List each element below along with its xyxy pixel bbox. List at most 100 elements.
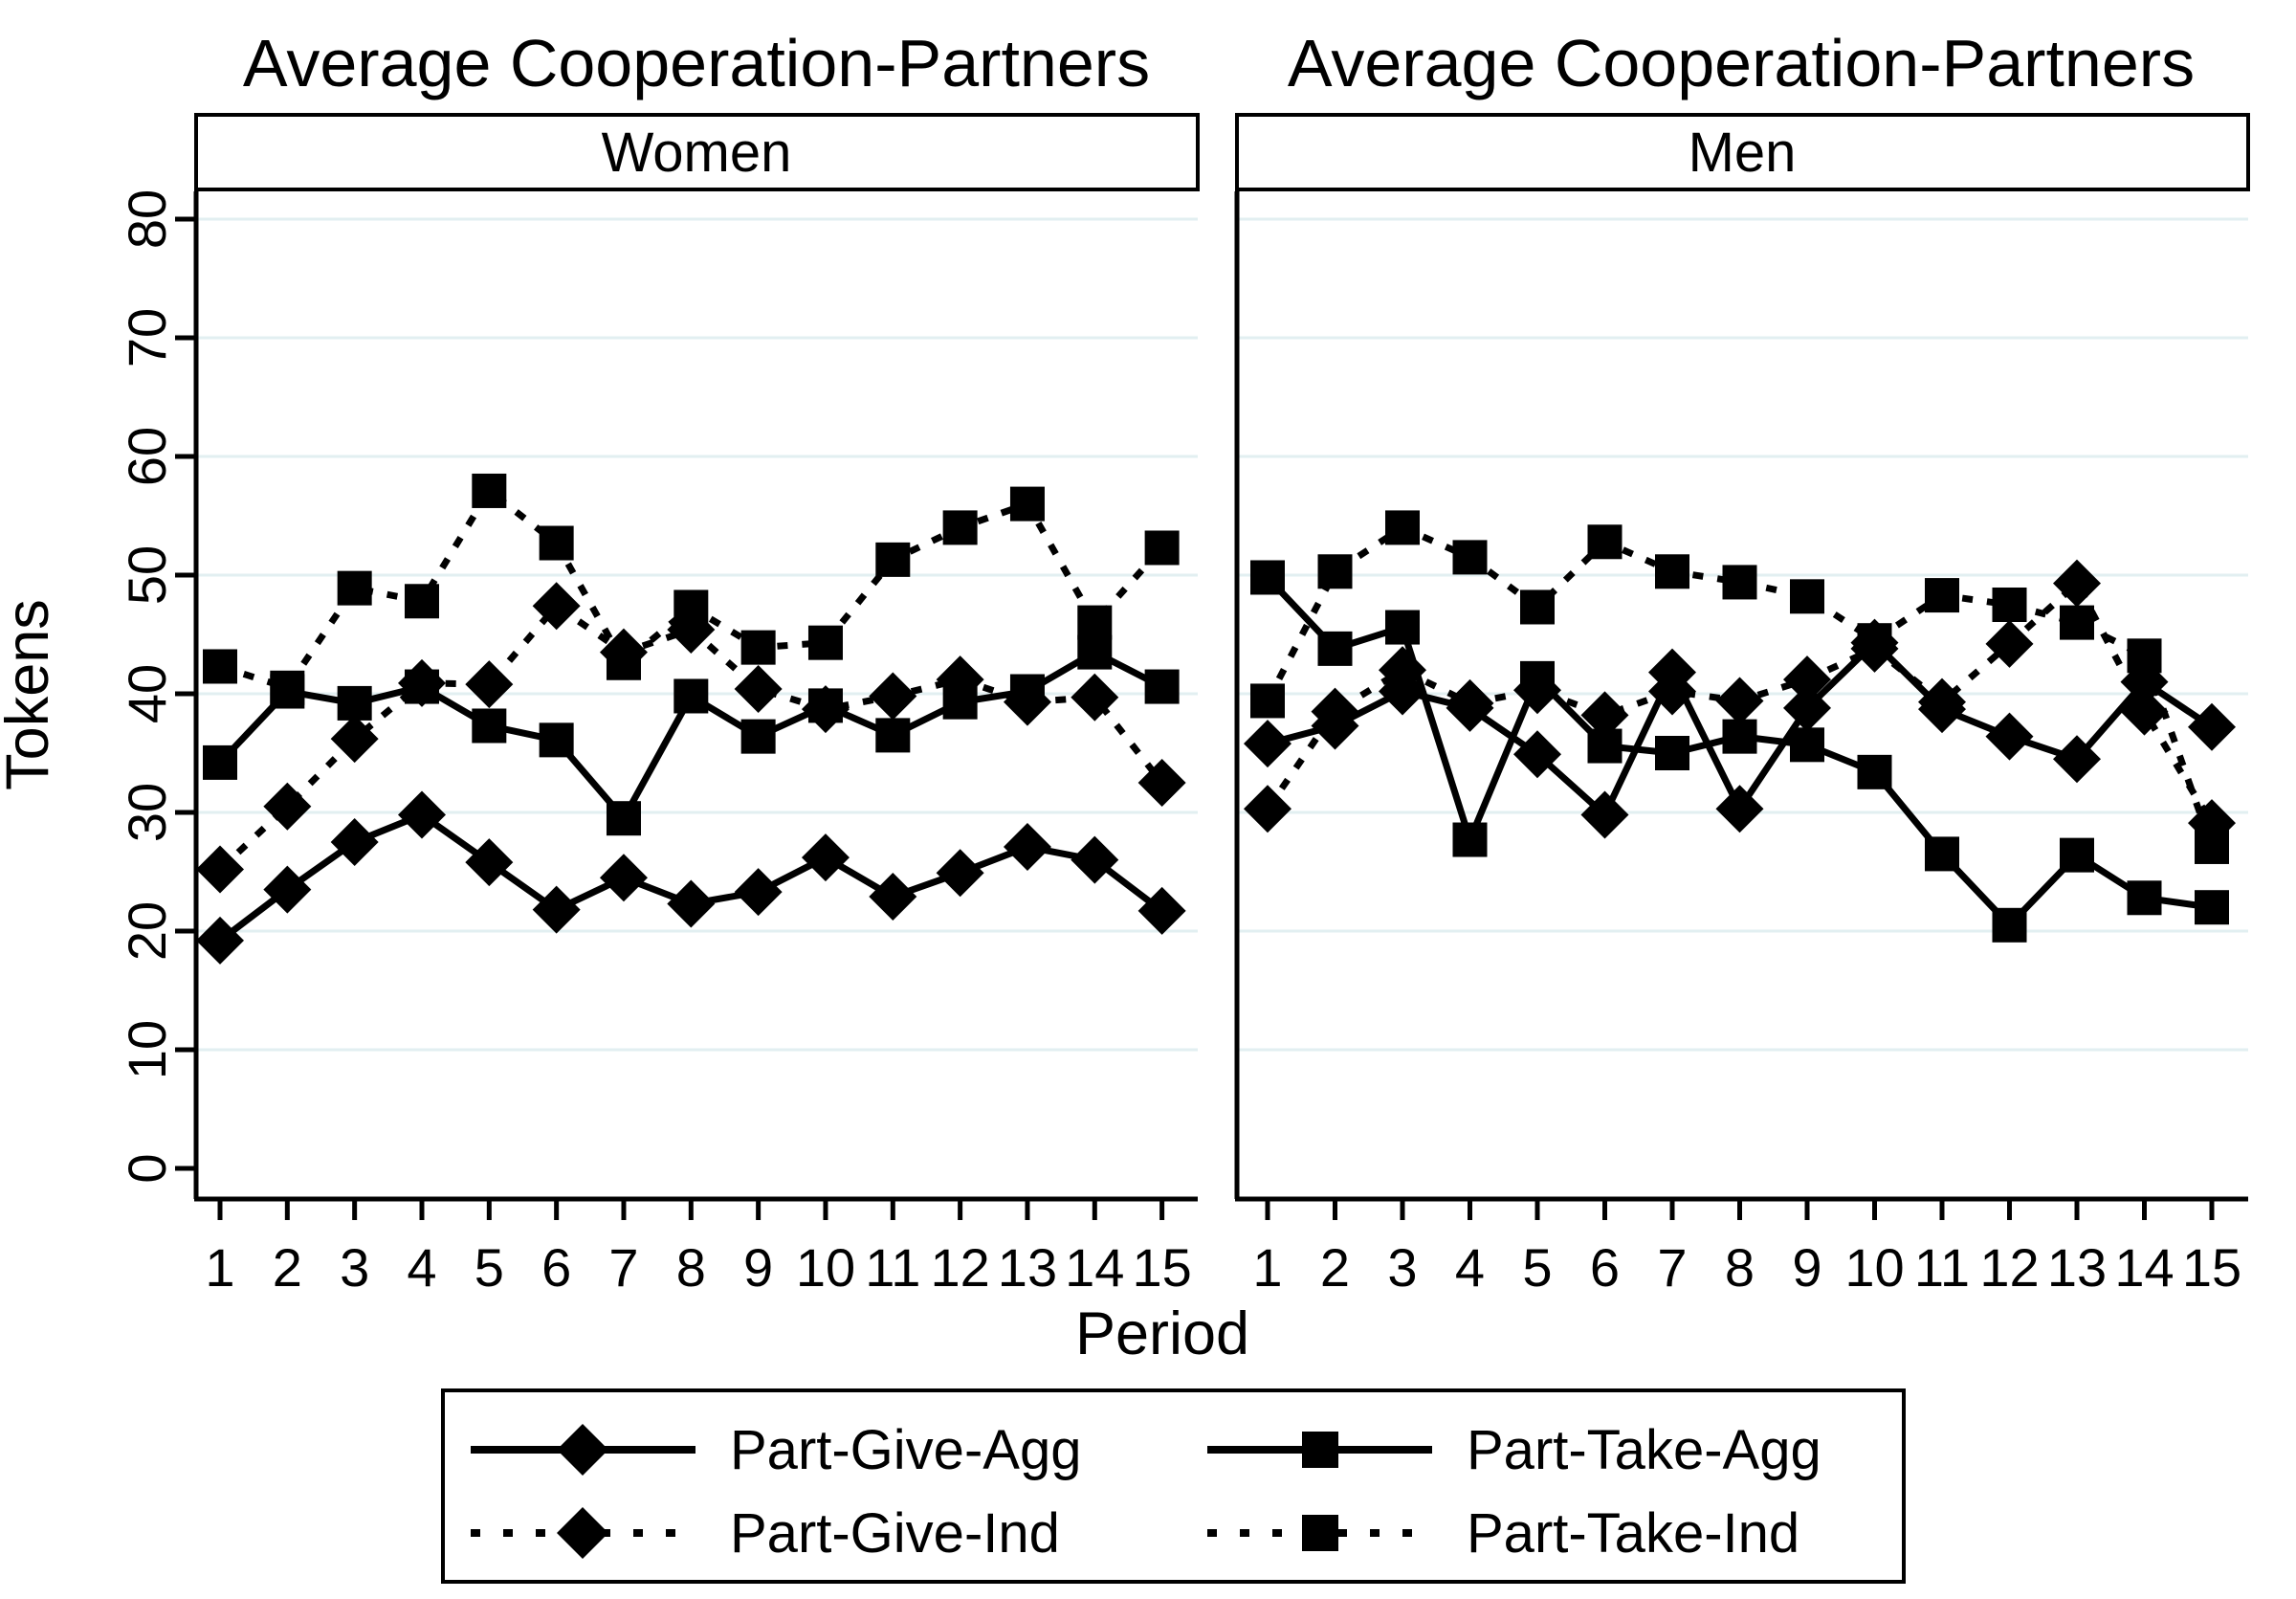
x-tick-label: 1 (205, 1237, 234, 1298)
x-tick-label: 8 (1725, 1237, 1755, 1298)
data-point-diamond (1003, 822, 1051, 871)
data-point-diamond (1003, 677, 1051, 726)
data-point-square (673, 678, 709, 714)
data-point-square (1857, 623, 1892, 658)
data-point-square (1452, 540, 1488, 575)
y-tick-label: 0 (117, 1153, 177, 1183)
right-panel-title: Average Cooperation-Partners (1288, 26, 2195, 100)
x-tick-label: 1 (1252, 1237, 1282, 1298)
data-point-diamond (263, 865, 312, 914)
data-point-square (2127, 880, 2162, 916)
data-point-square (472, 708, 507, 744)
data-point-diamond (1648, 667, 1696, 716)
data-point-diamond (869, 873, 917, 922)
x-tick-label: 13 (2047, 1237, 2107, 1298)
data-point-square (472, 473, 507, 508)
data-point-square (1520, 589, 1555, 625)
data-point-diamond (465, 838, 514, 887)
x-tick-label: 15 (1132, 1237, 1191, 1298)
data-point-square (1992, 588, 2027, 622)
x-tick-label: 6 (1590, 1237, 1620, 1298)
data-point-diamond (1137, 886, 1186, 935)
x-tick-label: 11 (865, 1237, 920, 1298)
data-point-diamond (1446, 678, 1494, 727)
x-tick-label: 12 (1979, 1237, 2039, 1298)
men-header-label: Men (1689, 122, 1797, 184)
data-point-square (875, 718, 911, 753)
data-point-square (673, 589, 709, 625)
x-tick-label: 6 (541, 1237, 571, 1298)
data-point-diamond (1379, 646, 1426, 695)
x-tick-label: 14 (2114, 1237, 2174, 1298)
panel-men: 1 2 3 4 5 6 7 8 9 10 11 12 13 14 15 (1234, 191, 2248, 1298)
series-women-part-give-ind (196, 582, 1186, 894)
data-point-diamond (1783, 683, 1831, 732)
data-point-diamond (869, 672, 917, 721)
data-point-diamond (330, 715, 379, 764)
data-point-diamond (2053, 735, 2101, 784)
data-point-diamond (599, 854, 648, 902)
data-point-square (2195, 829, 2229, 864)
y-tick-label: 20 (117, 901, 177, 961)
data-point-diamond (1513, 730, 1561, 779)
x-tick-label: 9 (1792, 1237, 1821, 1298)
legend-item-part-take-ind: Part-Take-Ind (1207, 1502, 1799, 1565)
legend-item-label: Part-Give-Ind (730, 1502, 1060, 1565)
data-point-square (337, 570, 372, 606)
data-point-square (2127, 638, 2162, 674)
x-tick-label: 10 (796, 1237, 855, 1298)
data-point-square (606, 645, 641, 680)
data-point-square (539, 525, 574, 561)
data-point-diamond (196, 845, 244, 894)
x-axis-title: Period (1075, 1300, 1249, 1367)
men-header-box (1235, 113, 2250, 191)
data-point-diamond (801, 833, 850, 882)
data-point-square (875, 542, 911, 577)
x-tick-label: 13 (998, 1237, 1057, 1298)
data-point-diamond (801, 685, 850, 734)
series-men-part-take-ind (1250, 510, 2229, 864)
x-tick-label: 4 (1455, 1237, 1485, 1298)
data-point-diamond (196, 916, 244, 965)
data-point-square (1385, 510, 1420, 545)
legend-item-part-take-agg: Part-Take-Agg (1207, 1419, 1821, 1481)
data-point-square (2060, 605, 2094, 640)
data-point-diamond (2053, 559, 2101, 608)
y-tick-label: 10 (117, 1020, 177, 1079)
data-point-diamond (532, 582, 581, 631)
data-point-diamond (667, 879, 716, 928)
data-point-diamond (1071, 673, 1119, 722)
data-point-square (1790, 727, 1824, 763)
legend-item-part-give-ind: Part-Give-Ind (471, 1502, 1060, 1565)
data-point-diamond (1580, 790, 1629, 839)
data-point-diamond (936, 655, 984, 704)
y-tick-label: 40 (117, 664, 177, 723)
x-tick-label: 15 (2182, 1237, 2241, 1298)
y-tick-label: 70 (117, 308, 177, 367)
data-point-diamond (2188, 702, 2236, 751)
x-tick-label: 7 (608, 1237, 638, 1298)
x-tick-label: 9 (743, 1237, 773, 1298)
x-tick-label: 4 (407, 1237, 436, 1298)
data-point-square (1144, 530, 1180, 566)
data-point-diamond (1783, 655, 1831, 704)
data-point-diamond (1985, 619, 2034, 668)
data-point-diamond (1244, 785, 1292, 833)
data-point-square (404, 584, 439, 619)
data-point-square (1302, 1515, 1338, 1551)
legend-box (441, 1388, 1906, 1584)
data-point-square (270, 670, 305, 705)
x-tick-label: 11 (1914, 1237, 1970, 1298)
data-point-square (740, 719, 776, 754)
x-tick-label: 5 (475, 1237, 504, 1298)
data-point-square (1302, 1432, 1338, 1468)
legend: Part-Give-Agg Part-Take-Agg Part-Give-Ind P… (471, 1419, 1821, 1565)
data-point-diamond (330, 818, 379, 866)
data-point-diamond (734, 868, 783, 917)
data-point-diamond (1137, 759, 1186, 807)
data-point-diamond (532, 885, 581, 934)
x-tick-label: 2 (1320, 1237, 1350, 1298)
